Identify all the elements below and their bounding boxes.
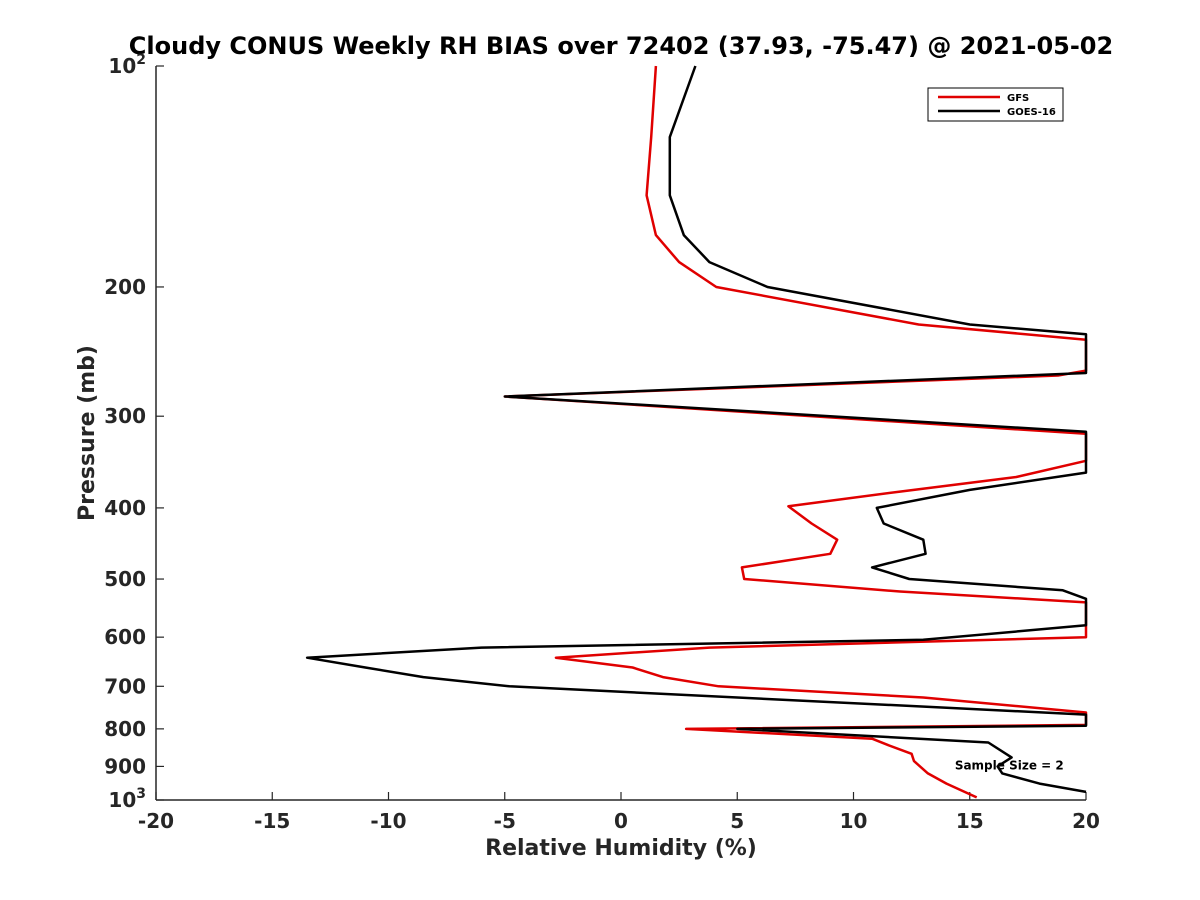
x-tick-label: -15	[254, 809, 290, 833]
y-axis-ticks: 102 200 300 400 500 600 700 800 900 103	[104, 52, 164, 812]
x-tick-label: -20	[138, 809, 174, 833]
x-tick-label: 0	[614, 809, 628, 833]
y-tick-label: 200	[104, 275, 146, 299]
series-line-goes16	[305, 65, 1088, 794]
x-axis-label: Relative Humidity (%)	[485, 836, 757, 861]
sample-size-annotation: Sample Size = 2	[955, 758, 1064, 772]
x-tick-label: 15	[956, 809, 984, 833]
chart-title: Cloudy CONUS Weekly RH BIAS over 72402 (…	[129, 32, 1113, 60]
x-tick-label: -10	[370, 809, 406, 833]
x-tick-label: 10	[840, 809, 868, 833]
x-axis-ticks: -20 -15 -10 -5 0 5 10 15 20	[138, 792, 1100, 833]
legend: GFS GOES-16	[927, 87, 1064, 122]
y-tick-label: 500	[104, 567, 146, 591]
y-tick-label: 700	[104, 674, 146, 698]
y-tick-label: 102	[108, 52, 146, 78]
legend-label-gfs: GFS	[1007, 93, 1029, 104]
y-tick-label: 600	[104, 625, 146, 649]
series-group	[305, 65, 1088, 799]
x-tick-label: 20	[1072, 809, 1100, 833]
y-tick-label: 900	[104, 754, 146, 778]
y-axis-label: Pressure (mb)	[75, 345, 100, 521]
plot-area	[155, 66, 1086, 801]
legend-label-goes16: GOES-16	[1007, 107, 1056, 118]
x-tick-label: -5	[494, 809, 516, 833]
y-tick-label: 400	[104, 496, 146, 520]
legend-box	[927, 87, 1064, 122]
y-tick-label: 300	[104, 404, 146, 428]
y-tick-label: 800	[104, 717, 146, 741]
y-tick-label: 103	[108, 786, 146, 812]
x-tick-label: 5	[730, 809, 744, 833]
series-line-gfs	[503, 65, 1088, 799]
